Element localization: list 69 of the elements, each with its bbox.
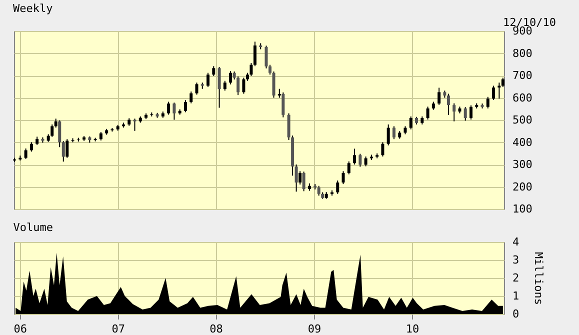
candlestick (212, 66, 216, 76)
candlestick (392, 126, 396, 140)
y-tick-label: 500 (512, 114, 532, 126)
candlestick (253, 41, 256, 67)
candlestick (272, 70, 276, 98)
chart-title: Weekly (13, 2, 54, 15)
candlestick (452, 102, 456, 122)
candlestick (317, 185, 320, 196)
candlestick (358, 153, 362, 168)
candlestick (206, 72, 210, 88)
candlestick (62, 140, 65, 162)
candlestick (236, 76, 240, 96)
y-tick-label: 800 (512, 46, 532, 60)
candlestick (242, 77, 246, 94)
candlestick (282, 92, 285, 118)
y-tick-label: 2 (512, 272, 520, 284)
candlestick (464, 106, 467, 122)
candlestick (195, 82, 198, 96)
y-tick-label: 700 (512, 69, 532, 82)
y-tick-label: 600 (512, 91, 532, 104)
y-tick-label: 3 (512, 254, 520, 266)
candlestick (218, 66, 221, 108)
candlestick (492, 85, 496, 100)
x-tick-label: 07 (112, 322, 125, 335)
x-tick-label: 06 (14, 322, 28, 335)
candlestick (353, 148, 356, 165)
y-tick-label: 900 (512, 24, 532, 38)
y-tick-label: 200 (512, 180, 532, 194)
y-tick-label: 300 (512, 158, 532, 171)
y-tick-label: 100 (512, 202, 532, 216)
candlestick (24, 148, 28, 160)
x-tick-label: 09 (308, 322, 322, 335)
candlestick (501, 77, 504, 88)
candlestick (133, 118, 136, 132)
candlestick (486, 96, 490, 109)
candlestick (426, 106, 430, 120)
candlestick (229, 70, 232, 85)
candlestick (409, 116, 412, 130)
chart-title: Volume (13, 221, 54, 234)
candlestick (190, 91, 193, 104)
candlestick (268, 64, 272, 76)
candlestick (386, 124, 390, 146)
candlestick (342, 170, 345, 185)
candlestick (302, 171, 306, 192)
y-axis-title: Millions (532, 252, 546, 305)
y-tick-label: 400 (512, 136, 532, 149)
candlestick (264, 45, 268, 69)
candlestick (336, 180, 340, 194)
candlestick (298, 170, 302, 186)
candlestick (438, 87, 441, 106)
y-tick-label: 4 (512, 236, 520, 248)
candlestick (347, 160, 350, 175)
candlestick (498, 82, 501, 100)
candlestick (446, 93, 450, 116)
candlestick (364, 156, 368, 167)
x-tick-label: 10 (406, 322, 420, 335)
candlestick (58, 120, 62, 148)
y-tick-label: 0 (512, 308, 520, 320)
candlestick (30, 142, 33, 152)
y-tick-label: 1 (512, 290, 520, 302)
candlestick (172, 102, 176, 120)
candlestick (66, 138, 69, 158)
candlestick (469, 104, 472, 120)
candlestick (381, 142, 384, 157)
candlestick (184, 99, 187, 113)
candlestick (167, 101, 170, 116)
candlestick (223, 80, 226, 92)
candlestick (294, 164, 298, 192)
x-tick-label: 08 (210, 322, 223, 335)
